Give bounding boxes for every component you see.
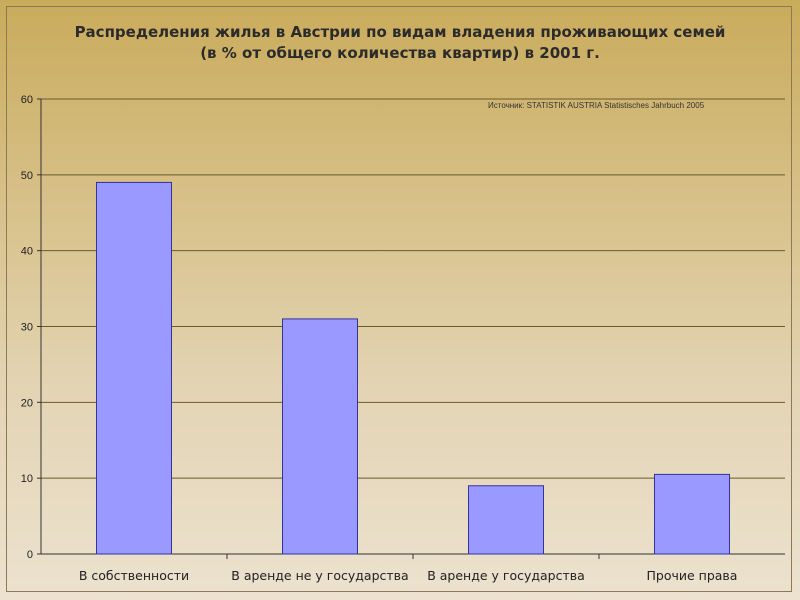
- x-tick-label: Прочие права: [647, 568, 738, 583]
- y-tick-label: 10: [21, 473, 33, 485]
- x-tick-label: В аренде не у государства: [231, 568, 408, 583]
- chart-title: Распределения жилья в Австрии по видам в…: [74, 23, 726, 41]
- bar: [282, 318, 358, 555]
- y-tick-label: 40: [21, 246, 33, 258]
- slide-frame: [6, 6, 792, 592]
- bar: [96, 181, 172, 555]
- y-tick-label: 60: [21, 94, 33, 106]
- bar: [468, 485, 544, 555]
- x-tick-label: В аренде у государства: [427, 568, 585, 583]
- y-tick-label: 50: [21, 170, 33, 182]
- y-tick-label: 30: [21, 322, 33, 334]
- y-tick-label: 20: [21, 397, 33, 409]
- bar: [654, 473, 730, 555]
- chart-title-block: Распределения жилья в Австрии по видам в…: [0, 22, 800, 64]
- source-note: Источник: STATISTIK AUSTRIA Statistische…: [488, 101, 705, 110]
- chart-subtitle: (в % от общего количества квартир) в 200…: [200, 44, 600, 62]
- x-tick-label: В собственности: [79, 568, 189, 583]
- y-tick-label: 0: [27, 549, 33, 561]
